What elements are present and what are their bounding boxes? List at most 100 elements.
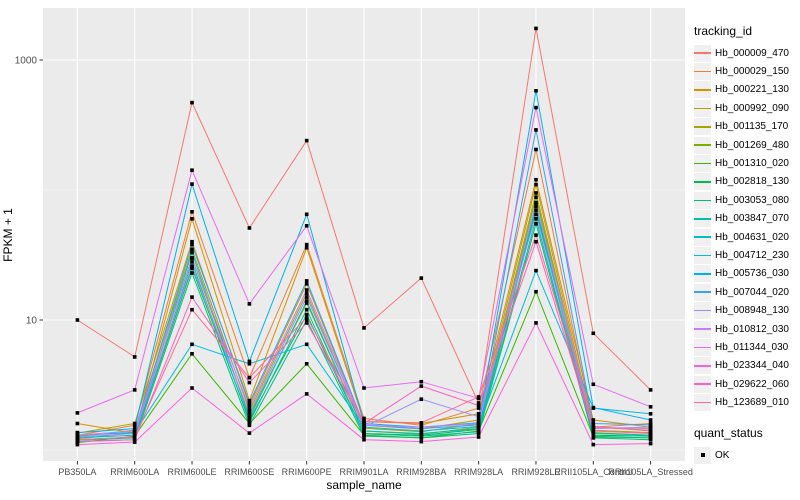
legend-title-tracking-id: tracking_id: [694, 24, 753, 38]
x-tick-label: RRIM600SE: [224, 467, 274, 477]
data-point: [247, 423, 252, 428]
legend-item: Hb_011344_030: [694, 338, 798, 356]
data-point: [534, 177, 538, 182]
data-point: [591, 436, 596, 440]
data-point: [304, 279, 309, 283]
data-point: [75, 430, 80, 435]
line-key-icon: [694, 155, 711, 173]
data-point: [476, 418, 481, 422]
data-point: [419, 379, 424, 384]
data-point: [190, 260, 194, 264]
legend-item-label: Hb_000221_130: [715, 84, 789, 96]
data-point: [534, 105, 538, 110]
legend-item-label: Hb_007044_020: [715, 286, 789, 298]
legend-item: Hb_007044_020: [694, 283, 798, 301]
y-axis-title: FPKM + 1: [1, 208, 15, 262]
data-point: [591, 442, 596, 447]
legend-item: Hb_000992_090: [694, 99, 798, 117]
data-point: [362, 419, 366, 424]
x-tick-label: RRIM600PE: [282, 467, 332, 477]
data-point: [132, 388, 137, 392]
x-tick-label: RRII105LA_Control: [554, 467, 632, 477]
data-point: [75, 439, 80, 444]
data-point: [362, 432, 366, 436]
legend-item-label: Hb_004631_020: [715, 231, 789, 243]
data-point: [419, 421, 424, 425]
legend-item-label: Hb_001310_020: [715, 158, 789, 170]
data-point: [190, 239, 194, 244]
line-key-icon: [694, 210, 711, 228]
data-point: [132, 440, 137, 444]
data-point: [190, 295, 194, 299]
data-point: [362, 437, 366, 442]
data-point: [362, 421, 366, 426]
data-point: [304, 299, 309, 303]
data-point: [190, 342, 194, 347]
legend-item-label: Hb_023344_040: [715, 360, 789, 372]
data-point: [419, 431, 424, 436]
line-key-icon: [694, 375, 711, 393]
data-point: [476, 421, 481, 426]
data-point: [247, 416, 252, 420]
legend-item-label: Hb_002818_130: [715, 176, 789, 188]
data-point: [419, 429, 424, 433]
data-point: [419, 384, 424, 388]
data-point: [132, 355, 137, 359]
data-point: [304, 342, 309, 347]
legend-item: Hb_008948_130: [694, 301, 798, 320]
x-tick-label: RRIM600LA: [110, 467, 159, 477]
data-point: [247, 420, 252, 424]
data-point: [247, 362, 252, 366]
data-point: [132, 435, 137, 439]
data-point: [190, 210, 194, 214]
x-tick-label: RRIM928LE: [511, 467, 560, 477]
line-key-icon: [694, 394, 711, 412]
data-point: [648, 418, 653, 422]
data-point: [591, 405, 596, 410]
x-tick-label: PB350LA: [58, 467, 96, 477]
data-point: [304, 138, 309, 143]
data-point: [304, 362, 309, 366]
line-key-icon: [694, 228, 711, 246]
data-point: [75, 421, 80, 426]
data-point: [476, 412, 481, 416]
line-key-icon: [694, 44, 711, 62]
line-key-icon: [694, 246, 711, 264]
data-point: [591, 331, 596, 336]
legend-item-label: Hb_003053_080: [715, 194, 789, 206]
data-point: [304, 318, 309, 322]
line-key-icon: [694, 81, 711, 99]
data-point: [591, 382, 596, 387]
legend-item-label: Hb_000009_470: [715, 47, 789, 59]
data-point: [247, 380, 252, 385]
data-point: [648, 426, 653, 431]
data-point: [247, 302, 252, 306]
data-point: [362, 326, 366, 330]
data-point: [190, 168, 194, 172]
legend-item-label: Hb_003847_070: [715, 213, 789, 225]
data-point: [190, 247, 194, 252]
line-key-icon: [694, 173, 711, 191]
data-point: [247, 409, 252, 413]
data-point: [362, 429, 366, 433]
legend-item: Hb_001310_020: [694, 154, 798, 173]
data-point: [190, 307, 194, 312]
data-point: [304, 291, 309, 296]
data-point: [534, 289, 538, 294]
data-point: [132, 426, 137, 431]
data-point: [476, 406, 481, 410]
data-point: [591, 434, 596, 438]
x-axis-title: sample_name: [326, 478, 402, 492]
data-point: [534, 128, 538, 132]
data-point: [304, 301, 309, 305]
legend-item-label: Hb_004712_230: [715, 249, 789, 261]
data-point: [419, 397, 424, 401]
data-point: [476, 435, 481, 439]
legend-item-ok: OK: [694, 446, 798, 464]
x-tick-label: RRIM901LA: [339, 467, 388, 477]
legend-item-label: Hb_001135_170: [715, 121, 789, 133]
legend-item: Hb_023344_040: [694, 357, 798, 375]
data-point: [534, 233, 538, 237]
data-point: [75, 433, 80, 437]
